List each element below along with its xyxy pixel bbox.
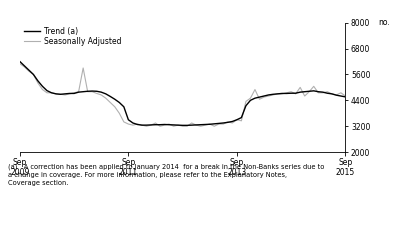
Legend: Trend (a), Seasonally Adjusted: Trend (a), Seasonally Adjusted — [24, 27, 121, 46]
Y-axis label: no.: no. — [379, 17, 390, 27]
Text: (a)   A correction has been applied to January 2014  for a break in the Non-Bank: (a) A correction has been applied to Jan… — [8, 163, 324, 186]
